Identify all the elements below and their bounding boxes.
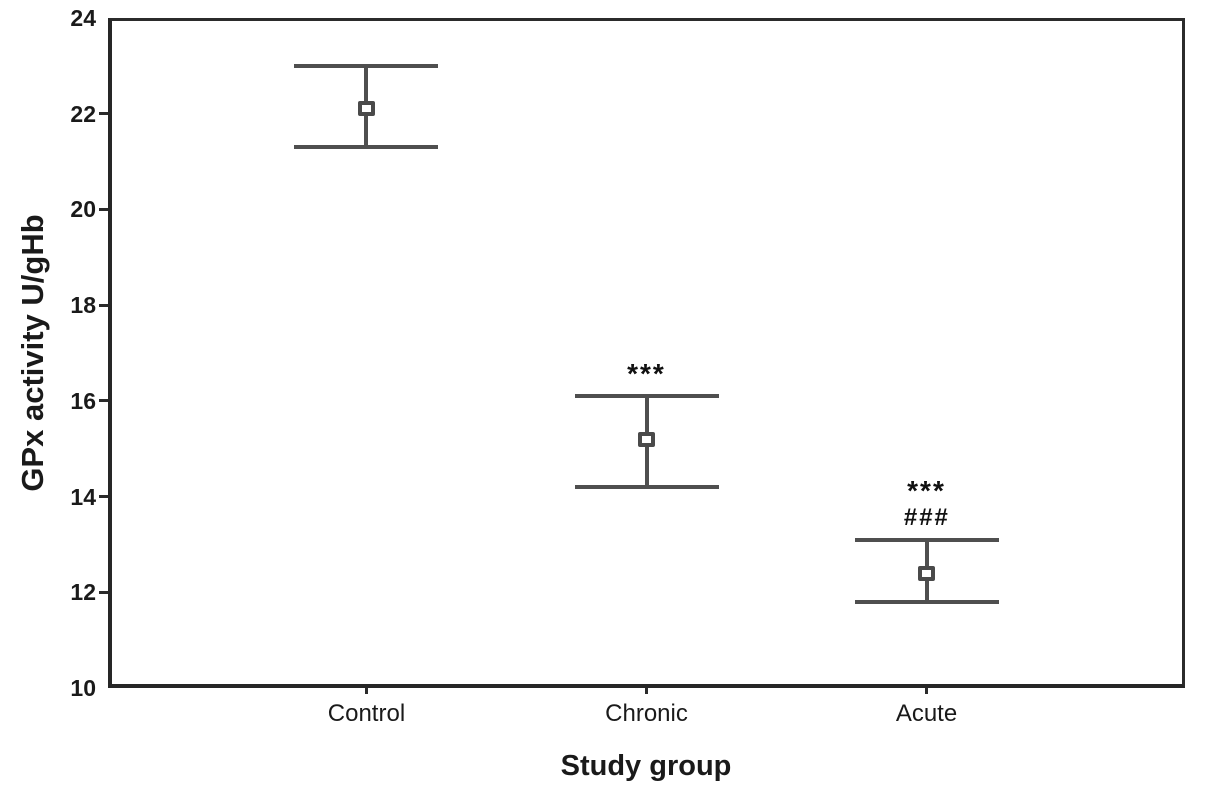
- x-tick-mark: [645, 688, 648, 694]
- hash-significance-text: ###: [903, 503, 950, 531]
- x-category-label: Chronic: [605, 700, 688, 727]
- y-tick-mark: [99, 399, 108, 403]
- errorbar-cap-top: [574, 394, 719, 399]
- y-tick-mark: [99, 590, 108, 594]
- x-axis-title: Study group: [560, 750, 732, 782]
- x-tick-mark: [925, 688, 929, 694]
- y-axis-title: GPx activity U/gHb: [15, 214, 50, 492]
- errorbar-cap-top: [854, 537, 999, 542]
- y-tick-mark: [99, 303, 108, 307]
- mean-marker-open-square: [638, 431, 655, 447]
- x-tick-mark: [364, 688, 368, 694]
- y-tick-label: 14: [70, 483, 96, 510]
- x-category-label: Acute: [895, 700, 958, 727]
- y-tick-mark: [99, 495, 108, 499]
- significance-annotation: ***: [537, 358, 757, 390]
- y-tick-mark: [99, 112, 108, 116]
- x-category-label: Control: [327, 700, 406, 727]
- errorbar-cap-top: [294, 63, 439, 68]
- star-significance-text: ***: [907, 474, 946, 506]
- y-tick-label: 12: [70, 579, 96, 606]
- errorbar-cap-bottom: [574, 485, 719, 489]
- plot-frame: [108, 18, 1185, 688]
- y-tick-label: 18: [70, 292, 96, 319]
- y-tick-label: 16: [70, 387, 96, 414]
- y-tick-label: 20: [70, 196, 96, 223]
- errorbar-cap-bottom: [294, 145, 439, 150]
- y-tick-mark: [99, 207, 108, 211]
- mean-marker-open-square: [357, 101, 375, 117]
- significance-annotation: *** ###: [817, 474, 1037, 531]
- errorbar-cap-bottom: [854, 599, 999, 604]
- y-tick-label: 24: [70, 5, 96, 31]
- y-tick-label: 22: [70, 100, 96, 127]
- mean-marker-open-square: [918, 565, 936, 581]
- star-significance-text: ***: [627, 358, 666, 390]
- y-tick-label: 10: [70, 675, 96, 701]
